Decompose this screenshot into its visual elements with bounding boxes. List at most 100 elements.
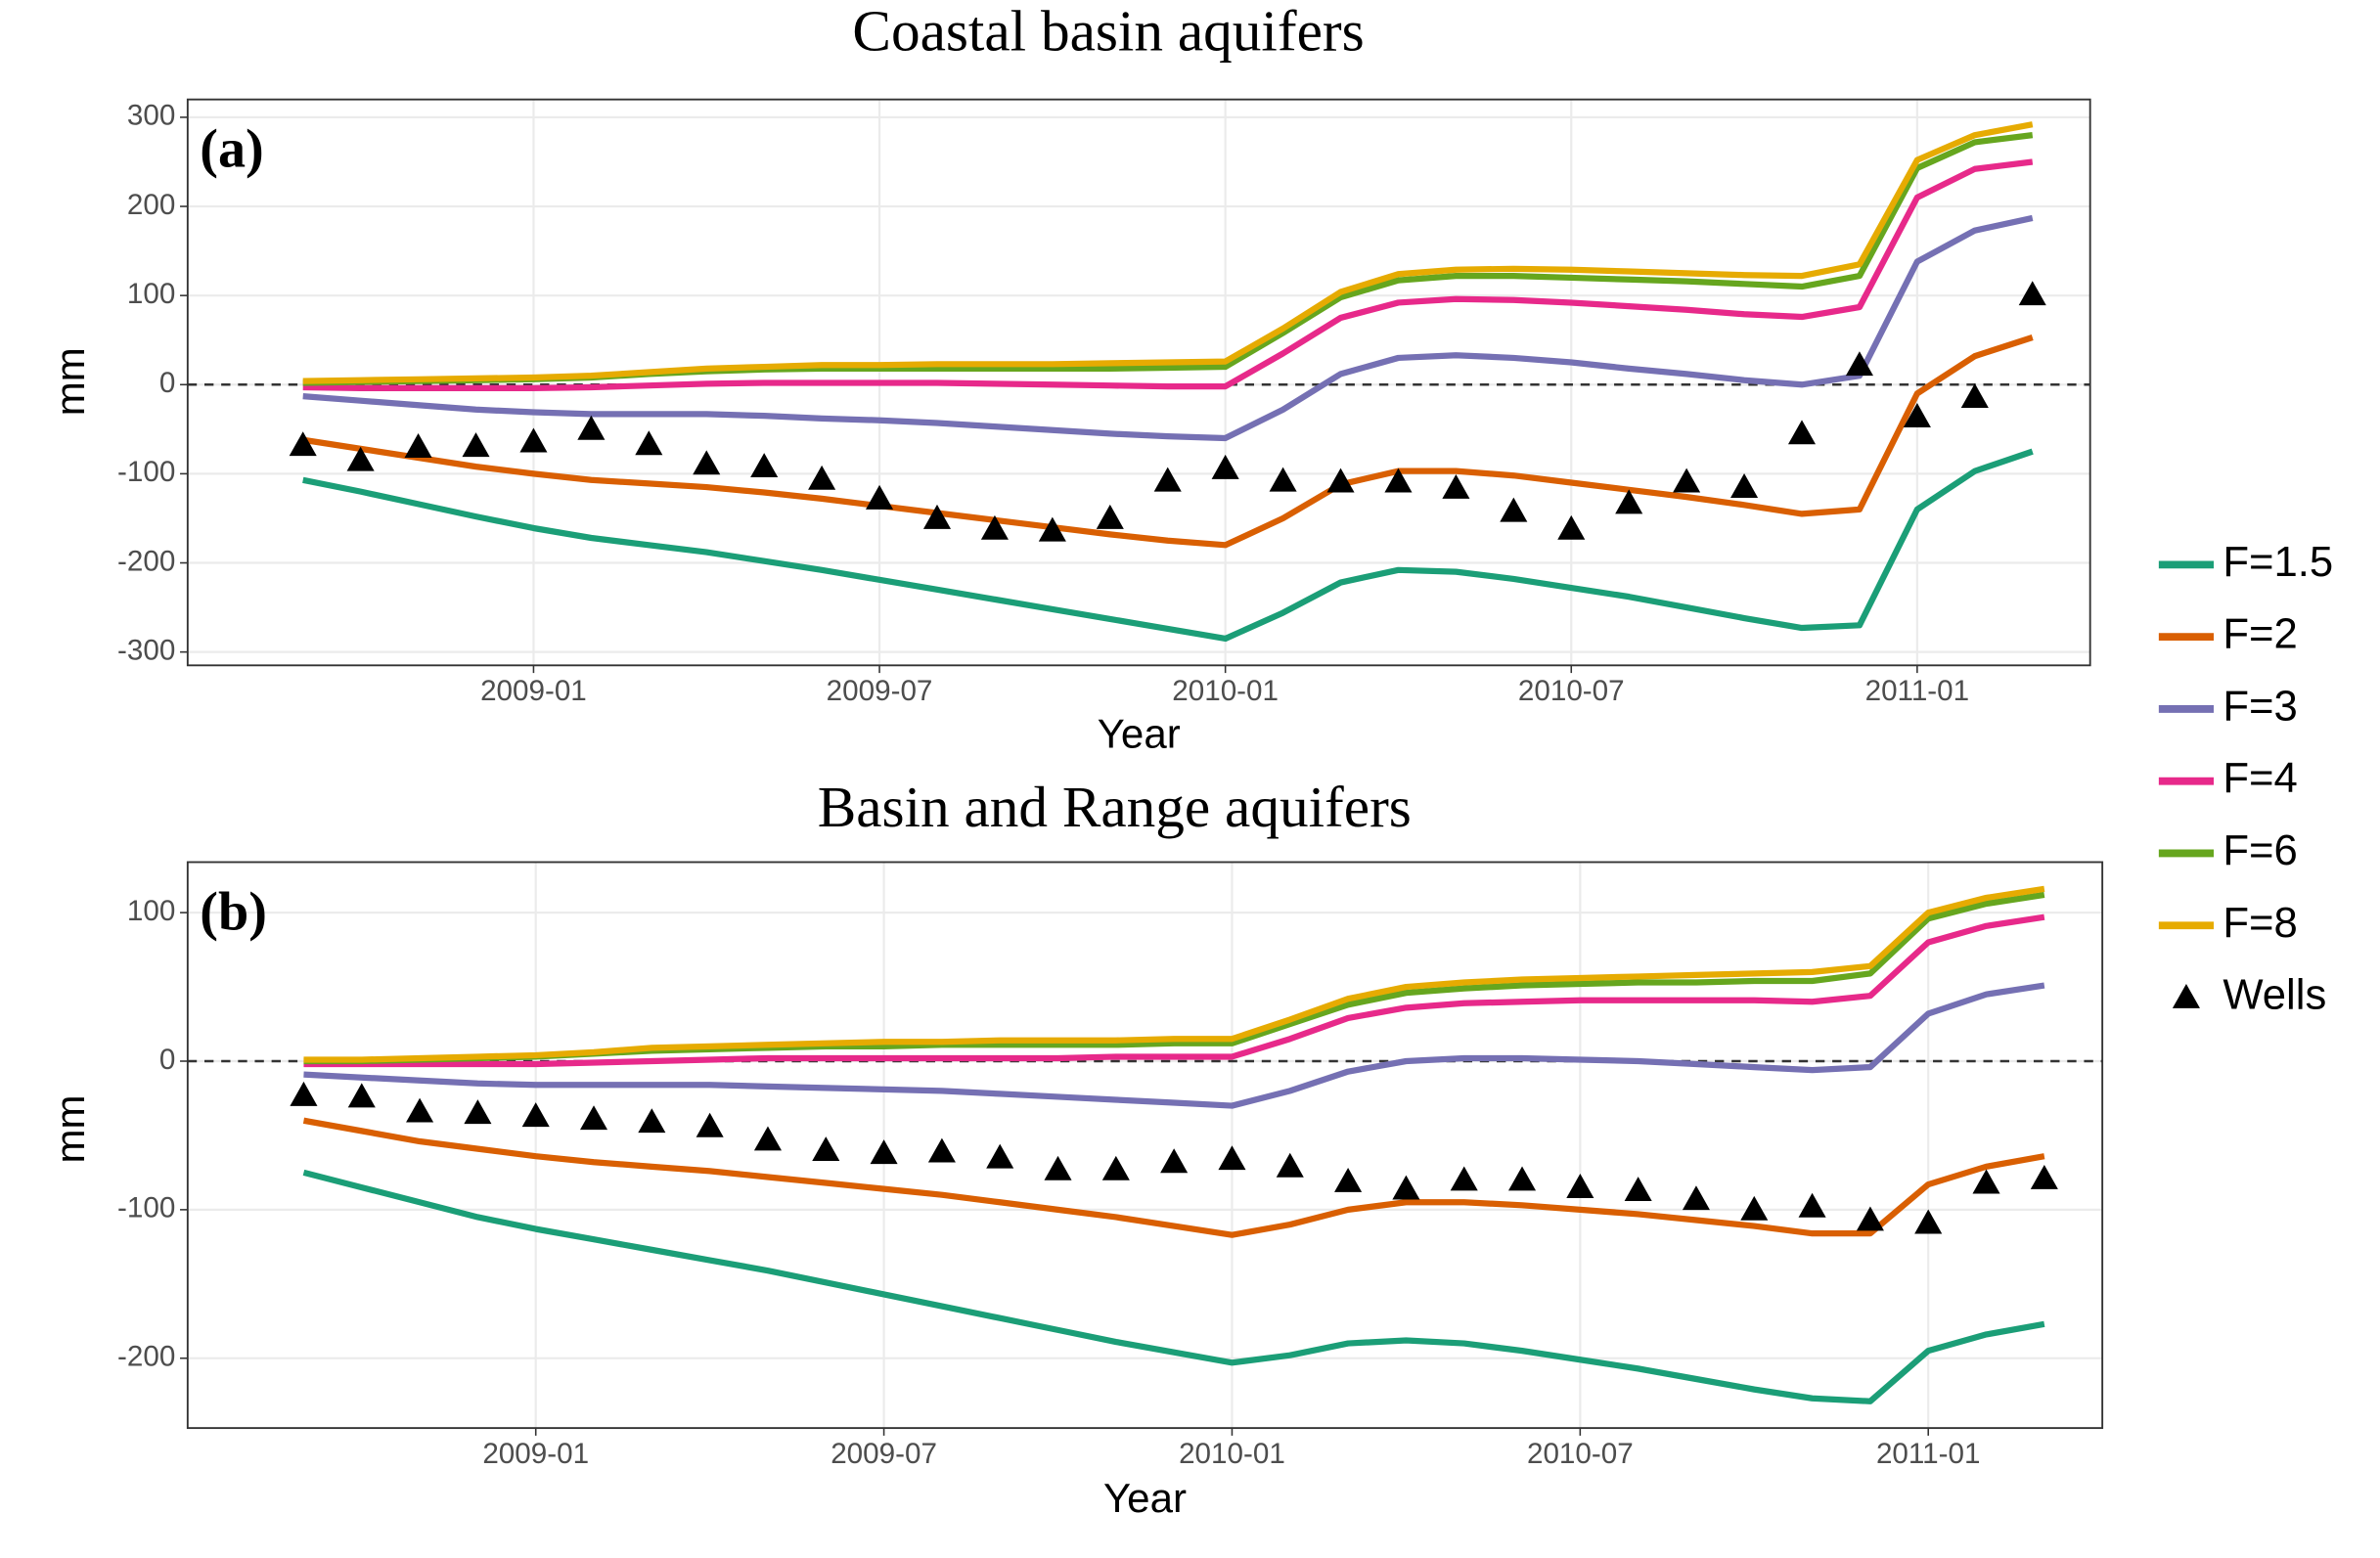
well-marker xyxy=(1038,516,1066,542)
legend-label: F=8 xyxy=(2223,899,2297,947)
well-marker xyxy=(750,453,779,478)
series-line xyxy=(303,982,2045,1109)
well-marker xyxy=(812,1136,840,1162)
x-tick-label: 2010-01 xyxy=(1179,1438,1285,1470)
x-tick-label: 2010-07 xyxy=(1527,1438,1634,1470)
y-tick-label: 0 xyxy=(159,1044,175,1076)
well-marker xyxy=(1160,1148,1189,1174)
y-axis-label: mm xyxy=(47,1094,93,1163)
x-tick-label: 2009-01 xyxy=(482,1438,589,1470)
well-marker xyxy=(2018,281,2046,306)
well-marker xyxy=(346,446,375,471)
well-marker xyxy=(519,427,548,453)
legend-marker xyxy=(2172,983,2200,1008)
well-marker xyxy=(986,1143,1014,1169)
well-marker xyxy=(1101,1155,1130,1180)
y-tick-label: -300 xyxy=(117,634,175,666)
well-marker xyxy=(635,430,663,456)
well-marker xyxy=(1787,420,1817,445)
legend-label: F=3 xyxy=(2223,682,2297,730)
well-marker xyxy=(577,415,606,440)
well-marker xyxy=(1845,351,1873,377)
y-axis-label: mm xyxy=(47,347,93,416)
well-marker xyxy=(922,504,952,529)
well-marker xyxy=(866,484,894,510)
well-marker xyxy=(1326,467,1355,493)
plot-panel xyxy=(187,862,2103,1429)
well-marker xyxy=(1096,504,1124,529)
well-marker xyxy=(1682,1185,1710,1211)
series-line xyxy=(302,214,2034,442)
well-marker xyxy=(1334,1167,1363,1192)
well-marker xyxy=(1442,473,1470,499)
x-tick-label: 2010-07 xyxy=(1518,675,1625,707)
well-marker xyxy=(753,1126,782,1151)
well-marker xyxy=(693,450,721,475)
series-line xyxy=(303,913,2045,1068)
well-marker xyxy=(1730,473,1759,498)
chart-title: Basin and Range aquifers xyxy=(818,775,1412,839)
well-marker xyxy=(2030,1164,2058,1189)
panel-label: (a) xyxy=(200,119,263,180)
x-tick-label: 2011-01 xyxy=(1865,675,1970,707)
legend-label: F=4 xyxy=(2223,754,2297,802)
well-marker xyxy=(464,1099,492,1125)
y-tick-label: 0 xyxy=(159,367,175,399)
well-marker xyxy=(1507,1166,1537,1191)
plot-border xyxy=(186,861,2104,1430)
well-marker xyxy=(406,1097,434,1123)
well-marker xyxy=(1269,467,1297,492)
series-line xyxy=(302,1169,2045,1404)
well-marker xyxy=(289,431,317,457)
well-marker xyxy=(1798,1192,1826,1218)
well-marker xyxy=(1615,489,1643,514)
well-marker xyxy=(1914,1209,1943,1234)
y-tick-label: -200 xyxy=(117,545,175,577)
well-marker xyxy=(1211,454,1239,479)
legend-label: F=6 xyxy=(2223,826,2297,874)
well-marker xyxy=(521,1102,550,1128)
well-marker xyxy=(1044,1155,1072,1180)
x-tick-label: 2009-01 xyxy=(480,675,587,707)
x-tick-label: 2009-07 xyxy=(827,675,933,707)
well-marker xyxy=(1153,467,1182,492)
x-tick-label: 2010-01 xyxy=(1172,675,1279,707)
x-tick-label: 2009-07 xyxy=(831,1438,937,1470)
y-tick-label: 200 xyxy=(127,189,175,221)
well-marker xyxy=(1972,1169,2000,1194)
well-marker xyxy=(1218,1145,1246,1171)
well-marker xyxy=(1624,1177,1652,1202)
series-line xyxy=(302,448,2034,643)
well-marker xyxy=(1384,467,1413,493)
well-marker xyxy=(290,1081,318,1106)
x-axis-label: Year xyxy=(1098,711,1181,757)
well-marker xyxy=(1856,1206,1884,1231)
plot-border xyxy=(186,98,2091,667)
series-line xyxy=(303,885,2045,1063)
y-tick-label: 300 xyxy=(127,100,175,132)
series-line xyxy=(302,334,2034,549)
y-tick-label: -200 xyxy=(117,1341,175,1373)
well-marker xyxy=(404,433,432,458)
y-tick-label: 100 xyxy=(127,895,175,927)
legend-label: F=2 xyxy=(2223,610,2297,658)
well-marker xyxy=(462,432,490,458)
well-marker xyxy=(980,514,1009,540)
well-marker xyxy=(1276,1152,1304,1178)
well-marker xyxy=(1960,382,1989,408)
well-marker xyxy=(1673,467,1701,493)
legend-label: F=1.5 xyxy=(2223,538,2333,586)
well-marker xyxy=(1557,514,1586,540)
well-marker xyxy=(1500,497,1528,522)
chart-title: Coastal basin aquifers xyxy=(852,0,1364,63)
x-axis-label: Year xyxy=(1103,1475,1187,1521)
well-marker xyxy=(1450,1166,1478,1191)
well-marker xyxy=(808,465,836,490)
series-line xyxy=(302,158,2034,392)
well-marker xyxy=(579,1105,608,1131)
well-marker xyxy=(638,1108,666,1134)
y-tick-label: 100 xyxy=(127,278,175,310)
well-marker xyxy=(1903,403,1931,427)
